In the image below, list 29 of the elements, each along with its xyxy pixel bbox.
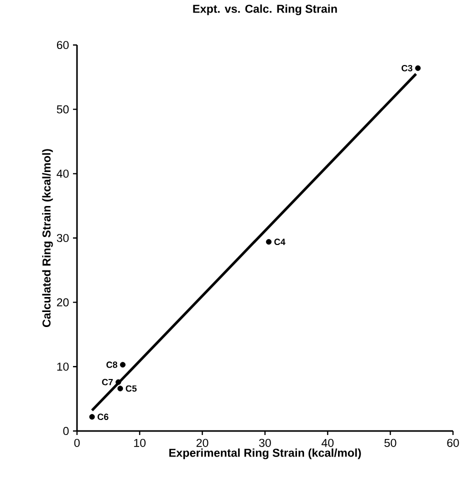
y-axis-title: Calculated Ring Strain (kcal/mol) (42, 149, 53, 327)
point (120, 362, 126, 368)
y-tick-label: 40 (56, 170, 69, 178)
y-tick-label: 30 (56, 234, 69, 242)
x-tick-label: 50 (384, 438, 396, 447)
annotation: C7 (102, 378, 113, 386)
x-tick-label: 20 (196, 438, 208, 447)
point (266, 239, 272, 245)
x-tick-label: 60 (447, 438, 459, 447)
point (415, 65, 421, 71)
point (116, 379, 122, 385)
point (117, 386, 124, 392)
y-tick-label: 0 (63, 426, 69, 436)
point (89, 414, 95, 420)
x-tick-label: 40 (322, 438, 334, 447)
annotation: C4 (274, 238, 286, 246)
x-tick-label: 10 (134, 438, 146, 447)
chart-title: Expt. vs. Calc. Ring Strain (193, 4, 337, 16)
y-tick-label: 50 (56, 105, 69, 114)
annotation: C6 (98, 414, 108, 420)
x-tick-label: 0 (74, 438, 80, 447)
y-tick-label: 20 (56, 298, 69, 306)
annotation: C3 (402, 64, 412, 72)
annotation: C8 (106, 362, 118, 368)
x-axis-title: Experimental Ring Strain (kcal/mol) (169, 448, 361, 460)
annotation: C5 (126, 385, 137, 392)
y-tick-label: 10 (57, 362, 69, 371)
y-tick-label: 60 (56, 40, 69, 50)
x-tick-label: 30 (259, 438, 271, 447)
